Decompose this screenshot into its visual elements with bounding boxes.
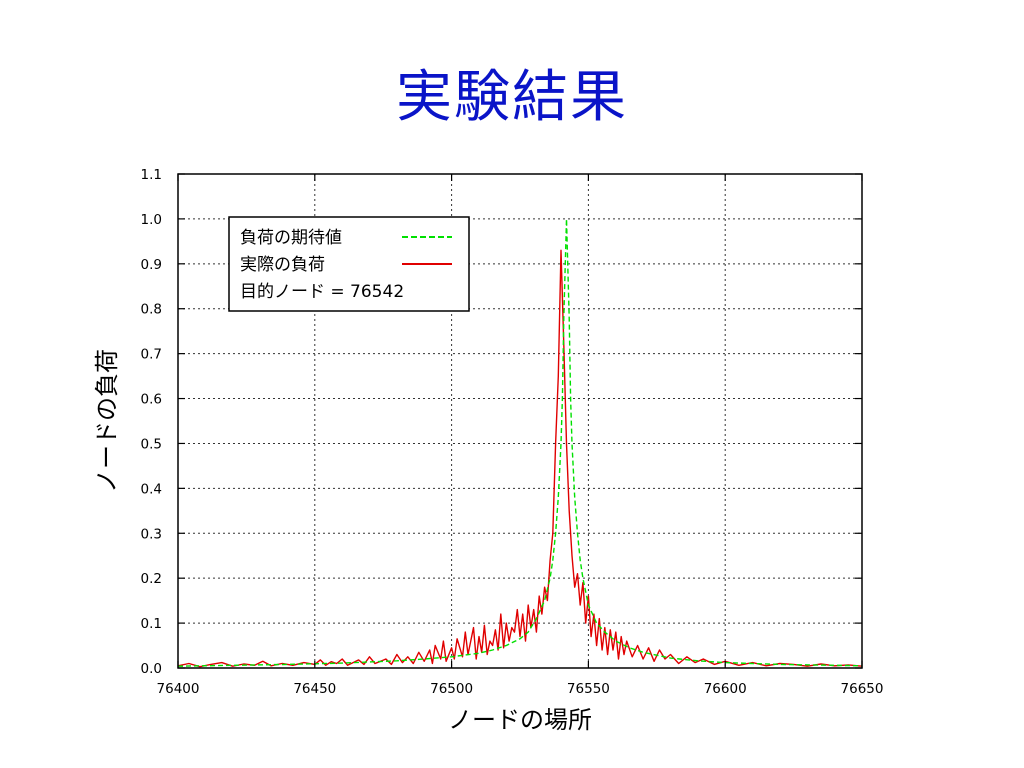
legend-note-target-node: 目的ノード = 76542 xyxy=(240,282,404,302)
legend-label-expected: 負荷の期待値 xyxy=(240,228,342,248)
y-tick-label: 0.3 xyxy=(141,526,162,542)
x-axis-label: ノードの場所 xyxy=(448,706,592,734)
y-tick-label: 0.2 xyxy=(141,571,162,587)
y-tick-label: 0.1 xyxy=(141,616,162,632)
y-tick-label: 0.6 xyxy=(141,392,162,408)
x-tick-label: 76450 xyxy=(293,681,336,697)
y-tick-label: 0.0 xyxy=(141,661,162,677)
x-tick-label: 76500 xyxy=(430,681,473,697)
series-actual-load-line xyxy=(177,249,863,668)
y-axis-label: ノードの負荷 xyxy=(93,349,121,493)
legend-label-actual: 実際の負荷 xyxy=(240,255,325,275)
series-expected-load-line xyxy=(177,218,863,667)
x-tick-label: 76550 xyxy=(567,681,610,697)
x-tick-label: 76400 xyxy=(157,681,200,697)
y-tick-label: 0.9 xyxy=(141,257,162,273)
y-tick-label: 1.1 xyxy=(141,167,162,183)
y-tick-label: 0.4 xyxy=(141,481,162,497)
series-lines xyxy=(177,218,863,668)
plot-frame xyxy=(177,173,863,669)
y-tick-label: 1.0 xyxy=(141,212,162,228)
y-tick-label: 0.7 xyxy=(141,347,162,363)
axis-ticks: 76400 76450 76500 76550 76600 76650 0.0 0.1 0.2 0… xyxy=(141,167,884,697)
legend: 負荷の期待値 実際の負荷 目的ノード = 76542 xyxy=(228,216,470,312)
x-tick-label: 76650 xyxy=(841,681,884,697)
grid-lines xyxy=(178,174,862,668)
y-tick-label: 0.5 xyxy=(141,436,162,452)
slide-title: 実験結果 xyxy=(396,65,628,130)
y-tick-label: 0.8 xyxy=(141,302,162,318)
x-tick-label: 76600 xyxy=(704,681,747,697)
